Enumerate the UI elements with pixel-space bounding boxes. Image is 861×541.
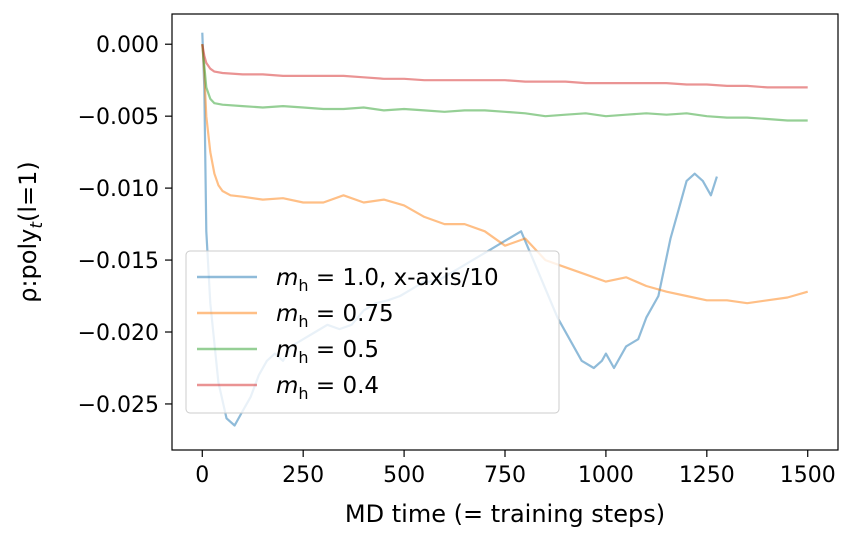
- legend-box: [185, 250, 560, 414]
- y-axis-label: ρ:polyt(l=1): [14, 161, 47, 303]
- x-tick-label: 0: [195, 463, 209, 488]
- x-tick-label: 750: [484, 463, 526, 488]
- legend: mh = 1.0, x-axis/10 mh = 0.75 mh = 0.5 mh =…: [185, 250, 560, 414]
- legend-label-3: mh = 0.4: [276, 373, 379, 403]
- y-axis-ticks: 0.000 −0.005 −0.010 −0.015 −0.020 −0.025: [78, 33, 172, 418]
- series-line-1: [201, 44, 809, 305]
- y-tick-label: −0.005: [78, 105, 159, 130]
- legend-label-2: mh = 0.5: [276, 337, 379, 367]
- x-axis-ticks: 0 250 500 750 1000 1250 1500: [195, 450, 836, 488]
- x-tick-label: 500: [383, 463, 425, 488]
- x-tick-label: 1500: [780, 463, 836, 488]
- y-tick-label: −0.025: [78, 393, 159, 418]
- y-axis-label-tail: (l=1): [14, 161, 42, 222]
- x-tick-label: 1000: [578, 463, 634, 488]
- y-tick-label: −0.020: [78, 321, 159, 346]
- y-axis-label-subscript: t: [27, 221, 47, 229]
- x-axis-label: MD time (= training steps): [345, 500, 665, 528]
- y-tick-label: −0.015: [78, 249, 159, 274]
- x-tick-label: 250: [282, 463, 324, 488]
- y-tick-label: −0.010: [78, 177, 159, 202]
- y-axis-label-base: ρ:poly: [14, 229, 42, 303]
- series-line-3: [201, 44, 808, 89]
- x-tick-label: 1250: [679, 463, 735, 488]
- legend-label-0: mh = 1.0, x-axis/10: [276, 265, 499, 295]
- legend-label-1: mh = 0.75: [276, 301, 394, 331]
- y-tick-label: 0.000: [96, 33, 159, 58]
- series-line-2: [201, 44, 808, 122]
